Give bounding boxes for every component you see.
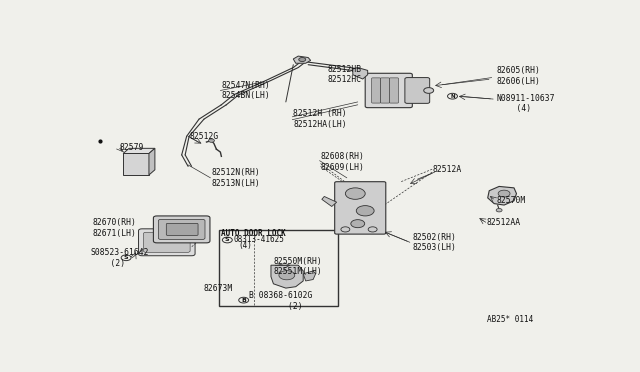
- Bar: [219, 230, 338, 306]
- Circle shape: [279, 271, 295, 280]
- Polygon shape: [149, 148, 155, 175]
- Polygon shape: [293, 56, 310, 63]
- Text: 82673M: 82673M: [204, 284, 233, 293]
- Circle shape: [356, 206, 374, 216]
- Polygon shape: [303, 271, 316, 281]
- Polygon shape: [353, 68, 368, 79]
- FancyBboxPatch shape: [405, 78, 429, 103]
- Text: AUTO DOOR LOCK: AUTO DOOR LOCK: [221, 229, 286, 238]
- Circle shape: [209, 139, 214, 142]
- Text: 82512H (RH)
82512HA(LH): 82512H (RH) 82512HA(LH): [293, 109, 347, 129]
- Polygon shape: [322, 196, 337, 206]
- Text: AB25* 0114: AB25* 0114: [486, 315, 533, 324]
- Text: 82608(RH)
82609(LH): 82608(RH) 82609(LH): [321, 153, 364, 172]
- Text: 82605(RH)
82606(LH): 82605(RH) 82606(LH): [497, 67, 541, 86]
- Polygon shape: [271, 265, 303, 288]
- FancyBboxPatch shape: [138, 229, 195, 256]
- Text: S: S: [124, 255, 129, 260]
- Text: 08313-41625: 08313-41625: [234, 235, 285, 244]
- Circle shape: [299, 58, 306, 61]
- Text: S08523-61642
    (2): S08523-61642 (2): [91, 248, 149, 268]
- Text: S: S: [225, 237, 230, 243]
- FancyBboxPatch shape: [381, 78, 390, 103]
- Circle shape: [498, 190, 510, 197]
- FancyBboxPatch shape: [143, 232, 190, 252]
- Bar: [123, 154, 149, 175]
- Text: (4): (4): [239, 241, 253, 250]
- Circle shape: [496, 208, 502, 212]
- Text: 82512N(RH)
82513N(LH): 82512N(RH) 82513N(LH): [211, 168, 260, 187]
- Circle shape: [351, 219, 365, 228]
- Text: 82550M(RH)
82551M(LH): 82550M(RH) 82551M(LH): [273, 257, 322, 276]
- FancyBboxPatch shape: [154, 216, 210, 243]
- Text: B 08368-6102G
        (2): B 08368-6102G (2): [249, 291, 312, 311]
- Text: 82512A: 82512A: [432, 165, 461, 174]
- FancyBboxPatch shape: [390, 78, 399, 103]
- Circle shape: [368, 227, 377, 232]
- FancyBboxPatch shape: [158, 219, 205, 240]
- Text: 82512G: 82512G: [189, 132, 218, 141]
- Text: 82512HB
82512HC: 82512HB 82512HC: [328, 65, 362, 84]
- Text: 82547N(RH)
8254BN(LH): 82547N(RH) 8254BN(LH): [221, 81, 270, 100]
- Text: 82512AA: 82512AA: [486, 218, 521, 227]
- Text: N: N: [450, 94, 455, 99]
- FancyBboxPatch shape: [166, 223, 198, 235]
- Circle shape: [341, 227, 350, 232]
- Circle shape: [346, 188, 365, 199]
- FancyBboxPatch shape: [365, 73, 412, 108]
- Text: N08911-10637
    (4): N08911-10637 (4): [497, 94, 555, 113]
- Circle shape: [424, 87, 434, 93]
- FancyBboxPatch shape: [335, 182, 386, 234]
- Polygon shape: [123, 148, 155, 154]
- Text: 82502(RH)
82503(LH): 82502(RH) 82503(LH): [412, 232, 456, 252]
- Text: 82579: 82579: [120, 143, 144, 152]
- Text: 82670(RH)
82671(LH): 82670(RH) 82671(LH): [92, 218, 136, 238]
- Polygon shape: [488, 186, 516, 205]
- FancyBboxPatch shape: [372, 78, 381, 103]
- Text: 82570M: 82570M: [497, 196, 526, 205]
- Text: B: B: [241, 298, 246, 303]
